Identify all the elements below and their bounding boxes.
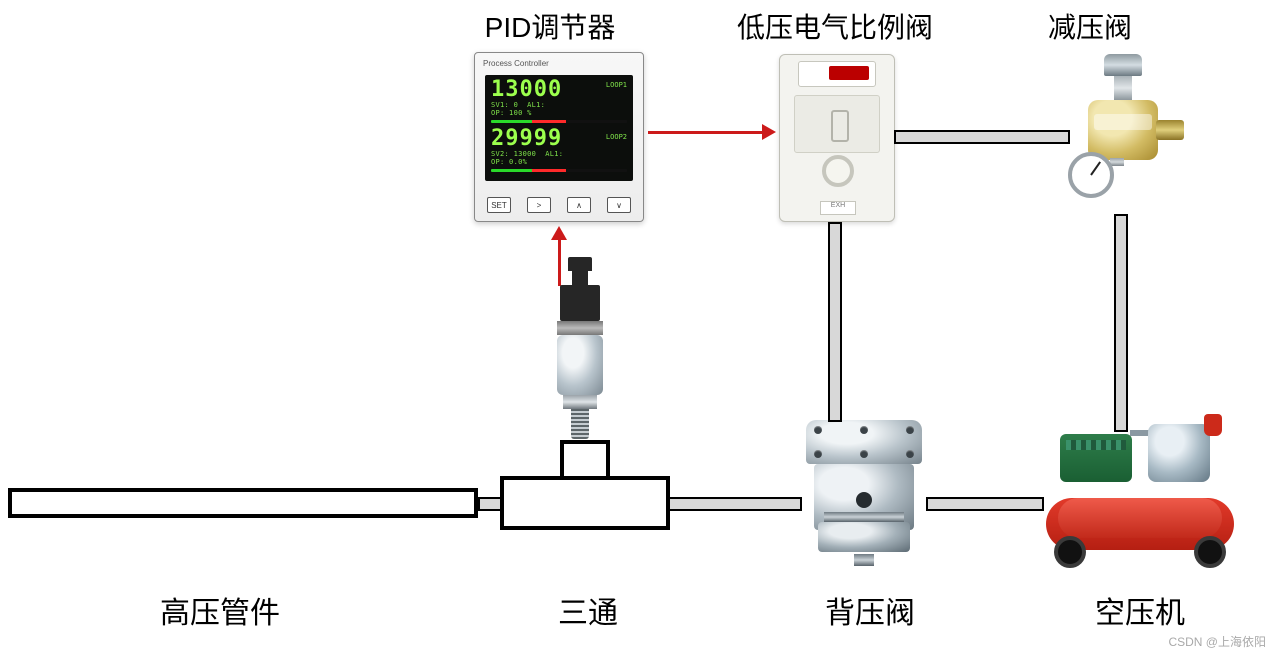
arrow-pid-to-propv: [648, 126, 776, 140]
label-pid: PID调节器: [470, 6, 630, 46]
comp-filter: [1204, 414, 1222, 436]
label-tee: 三通: [528, 588, 648, 632]
pid-loop1-tag: LOOP1: [606, 81, 627, 89]
pid-loop2-op: OP: 0.0%: [491, 158, 527, 166]
sensor-plug: [560, 285, 600, 321]
tee-vertical: [560, 440, 610, 480]
bpv-stub: [854, 554, 874, 566]
tee-fitting: [500, 440, 670, 530]
pid-bar-2: [491, 169, 627, 172]
redv-cap: [1104, 54, 1142, 76]
sensor-nut: [563, 395, 597, 409]
proportional-valve: EXH: [779, 54, 895, 222]
comp-tank-front: [1058, 498, 1222, 538]
diagram-stage: PID调节器 低压电气比例阀 减压阀 Process Controller 13…: [0, 0, 1278, 654]
pid-header: Process Controller: [483, 59, 549, 68]
back-pressure-valve: [800, 420, 928, 560]
comp-motor: [1060, 434, 1132, 482]
propv-face: [794, 95, 880, 153]
label-prop-valve: 低压电气比例阀: [720, 6, 950, 46]
arrow-sensor-to-pid: [552, 226, 568, 286]
bpv-ring: [824, 512, 904, 522]
reducing-valve: [1068, 54, 1178, 214]
pid-screen: 13000 LOOP1 SV1: 0 AL1: OP: 100 % 29999 …: [485, 75, 633, 181]
hp-pipe-body: [8, 488, 478, 518]
bpv-top: [806, 420, 922, 464]
pid-loop1-sv: SV1: 0: [491, 101, 518, 109]
pid-buttons: SET > ∧ ∨: [487, 197, 631, 213]
pid-btn-up: ∧: [567, 197, 591, 213]
air-compressor: [1040, 418, 1240, 568]
redv-outlet: [1156, 120, 1184, 140]
propv-port: [822, 155, 854, 187]
watermark: CSDN @上海依阳: [1168, 633, 1266, 650]
pid-loop1-al: AL1:: [527, 101, 545, 109]
sensor-thread: [571, 409, 589, 439]
sensor-collar: [557, 321, 603, 335]
redv-gauge: [1068, 152, 1114, 198]
pid-btn-down: ∨: [607, 197, 631, 213]
pressure-sensor: [553, 285, 607, 445]
pipe-propv-to-bpv: [828, 222, 842, 422]
pipe-tee-to-bpv: [668, 497, 802, 511]
comp-chamber: [1148, 424, 1210, 482]
pid-loop2-al: AL1:: [545, 150, 563, 158]
label-compressor: 空压机: [1070, 588, 1210, 632]
redv-stem: [1114, 76, 1132, 100]
pipe-comp-to-redv: [1114, 214, 1128, 432]
propv-display: [798, 61, 876, 87]
comp-wheel-left: [1054, 536, 1086, 568]
redv-body: [1088, 100, 1158, 160]
label-hp-pipe: 高压管件: [120, 588, 320, 632]
label-bpv: 背压阀: [800, 588, 940, 632]
pid-bar-1: [491, 120, 627, 123]
redv-gauge-stem: [1110, 158, 1124, 166]
propv-port-label: EXH: [820, 201, 856, 215]
tee-horizontal: [500, 476, 670, 530]
pid-btn-right: >: [527, 197, 551, 213]
pid-loop2-tag: LOOP2: [606, 133, 627, 141]
pid-btn-set: SET: [487, 197, 511, 213]
comp-wheel-right: [1194, 536, 1226, 568]
pid-controller: Process Controller 13000 LOOP1 SV1: 0 AL…: [474, 52, 644, 222]
sensor-body: [557, 335, 603, 395]
pid-loop2-sv: SV2: 13000: [491, 150, 536, 158]
bpv-base: [818, 522, 910, 552]
pipe-propv-to-redv: [894, 130, 1070, 144]
pid-loop1-op: OP: 100 %: [491, 109, 532, 117]
label-reducer: 减压阀: [1020, 6, 1160, 46]
pipe-bpv-to-comp: [926, 497, 1044, 511]
